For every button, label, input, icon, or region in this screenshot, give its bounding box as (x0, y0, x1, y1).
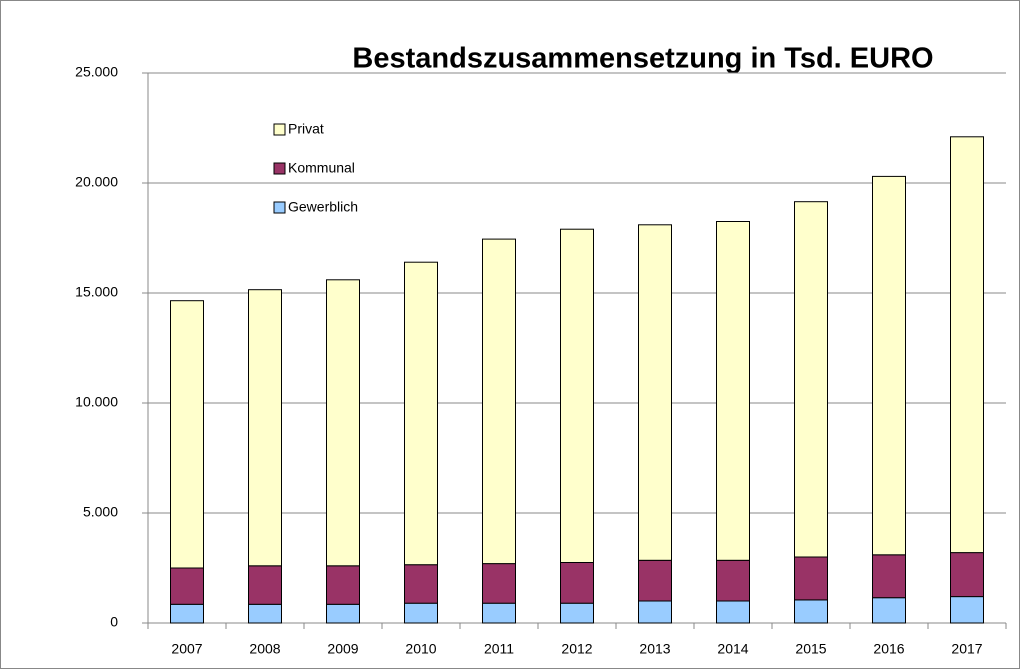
legend-swatch (273, 162, 286, 175)
bar-segment (170, 567, 204, 605)
x-tick-label: 2007 (171, 641, 202, 657)
x-tick-label: 2016 (873, 641, 904, 657)
bar-segment (716, 600, 750, 624)
x-tick-label: 2012 (561, 641, 592, 657)
x-tick-label: 2010 (405, 641, 436, 657)
y-tick-label: 5.000 (83, 504, 118, 520)
bar-segment (482, 602, 516, 624)
bar-segment (950, 136, 984, 554)
bar-segment (326, 279, 360, 567)
bar-segment (482, 238, 516, 565)
bar-segment (404, 564, 438, 604)
x-tick-label: 2011 (484, 641, 514, 657)
bar-segment (716, 221, 750, 561)
bar-segment (872, 597, 906, 624)
bar-segment (170, 603, 204, 624)
legend-label: Kommunal (288, 160, 355, 176)
bar-segment (950, 552, 984, 598)
bar-segment (794, 556, 828, 601)
bar-segment (404, 602, 438, 624)
y-tick-label: 0 (110, 614, 118, 630)
bar-segment (560, 562, 594, 604)
y-tick-label: 25.000 (75, 64, 118, 80)
y-tick-label: 20.000 (75, 174, 118, 190)
bar-segment (794, 599, 828, 624)
bar-segment (638, 559, 672, 602)
legend-label: Gewerblich (288, 199, 358, 215)
bar-segment (560, 228, 594, 563)
bar-segment (248, 603, 282, 624)
bar-segment (326, 603, 360, 624)
bar-segment (170, 300, 204, 569)
x-tick-label: 2015 (795, 641, 826, 657)
x-tick-label: 2013 (639, 641, 670, 657)
x-tick-label: 2014 (717, 641, 748, 657)
bar-segment (638, 224, 672, 561)
bar-segment (716, 559, 750, 602)
chart-title: Bestandszusammensetzung in Tsd. EURO (352, 43, 933, 75)
bar-segment (872, 554, 906, 599)
legend-label: Privat (288, 121, 324, 137)
bar-segment (326, 565, 360, 605)
y-tick-label: 10.000 (75, 394, 118, 410)
x-tick-label: 2009 (327, 641, 358, 657)
bar-segment (638, 600, 672, 624)
x-tick-label: 2017 (951, 641, 982, 657)
x-tick-label: 2008 (249, 641, 280, 657)
legend-swatch (273, 123, 286, 136)
bar-segment (482, 563, 516, 604)
bar-segment (872, 175, 906, 556)
bar-segment (794, 201, 828, 558)
legend-swatch (273, 201, 286, 214)
bar-segment (404, 261, 438, 566)
bar-segment (248, 565, 282, 605)
y-tick-label: 15.000 (75, 284, 118, 300)
bar-segment (248, 289, 282, 567)
bar-segment (950, 596, 984, 624)
bar-segment (560, 602, 594, 624)
